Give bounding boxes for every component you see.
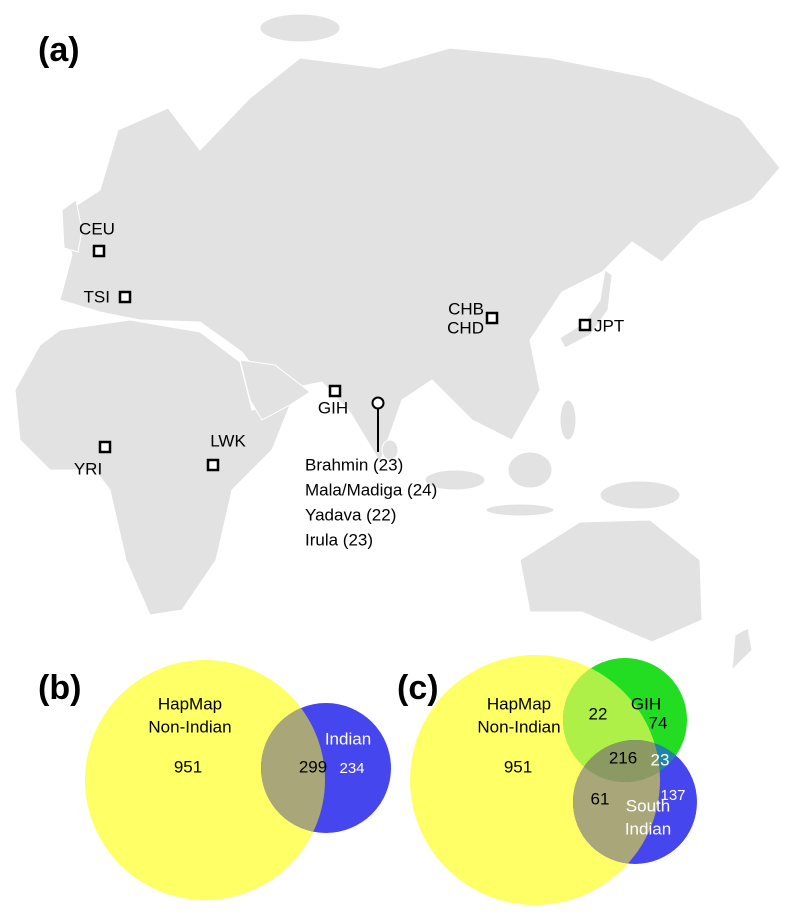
venn-circle: [85, 660, 325, 900]
set-label: Non-Indian: [477, 717, 560, 736]
venn-overlap: [573, 740, 660, 782]
region-count: 74: [649, 713, 668, 732]
set-label: Indian: [625, 819, 671, 838]
region-count: 137: [660, 787, 685, 804]
panel-label: (c): [397, 669, 439, 707]
set-label: South: [626, 796, 670, 815]
site-marker: [328, 384, 342, 398]
java: [485, 503, 555, 517]
region-count: 299: [299, 757, 327, 776]
region-count: 23: [651, 750, 670, 769]
population-label: CEU: [79, 219, 115, 238]
site-marker: [118, 290, 132, 304]
study-group-label: Irula (23): [305, 530, 373, 549]
population-label: GIH: [318, 398, 348, 417]
study-group-label: Brahmin (23): [305, 455, 403, 474]
set-label: HapMap: [158, 694, 222, 713]
new-zealand: [731, 627, 753, 672]
population-label: YRI: [74, 459, 102, 478]
site-marker: [206, 458, 220, 472]
population-label: CHD: [447, 318, 484, 337]
arctic-islands: [259, 13, 341, 43]
region-count: 951: [504, 757, 532, 776]
new-guinea: [599, 480, 681, 510]
british-isles: [61, 199, 83, 253]
sumatra: [424, 469, 486, 491]
venn-overlap: [261, 703, 325, 833]
study-group-label: Yadava (22): [305, 505, 396, 524]
set-label: GIH: [631, 694, 661, 713]
population-label: TSI: [84, 287, 110, 306]
site-marker: [485, 311, 499, 325]
australia: [519, 519, 703, 643]
japan: [559, 269, 613, 349]
population-label: CHB: [448, 299, 484, 318]
site-marker: [578, 318, 592, 332]
arabia: [239, 359, 311, 421]
set-label: Indian: [325, 729, 371, 748]
panel-label: (a): [38, 31, 80, 69]
region-count: 951: [174, 757, 202, 776]
world-map: [14, 13, 781, 672]
panel-label: (b): [38, 669, 81, 707]
eurasia: [59, 47, 781, 464]
region-count: 22: [589, 704, 608, 723]
sri-lanka: [381, 439, 399, 461]
site-marker: [98, 440, 112, 454]
site-marker: [92, 244, 106, 258]
region-count: 61: [591, 789, 610, 808]
set-label: Non-Indian: [148, 717, 231, 736]
population-label: JPT: [594, 316, 624, 335]
study-site-marker: [371, 396, 385, 410]
region-count: 216: [609, 748, 637, 767]
population-label: LWK: [210, 431, 246, 450]
study-group-label: Mala/Madiga (24): [305, 480, 437, 499]
borneo: [507, 451, 553, 489]
region-count: 234: [339, 760, 364, 777]
set-label: HapMap: [487, 694, 551, 713]
philippines: [559, 399, 577, 441]
